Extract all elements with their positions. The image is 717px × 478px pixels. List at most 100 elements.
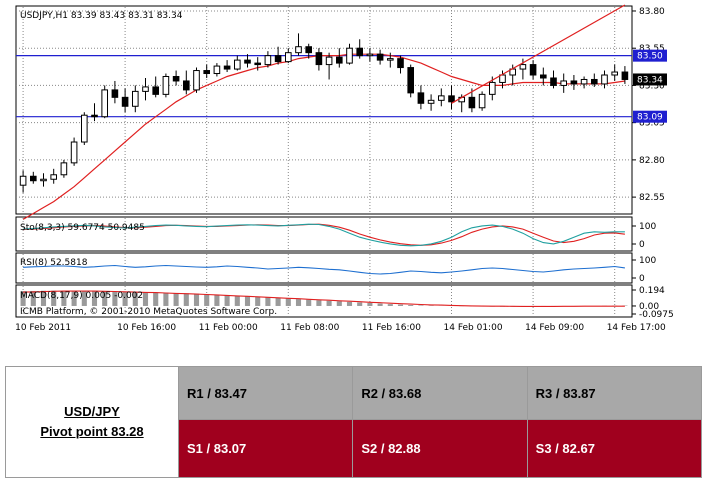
rsi-panel bbox=[15, 252, 633, 284]
macd-label: MACD(8,17,9) 0.005 -0.002 bbox=[20, 291, 143, 301]
candle-body bbox=[193, 70, 200, 91]
candle-body bbox=[284, 52, 292, 63]
candle-body bbox=[488, 81, 496, 95]
price-chart: 10 Feb 2011 10 Feb 16:00 11 Feb 00:00 11 Fe… bbox=[15, 4, 674, 333]
candle-body bbox=[40, 178, 47, 182]
candle-body bbox=[305, 46, 313, 54]
candle-body bbox=[162, 75, 170, 95]
x-tick-label: 11 Feb 00:00 bbox=[199, 323, 258, 333]
candle-body bbox=[91, 114, 98, 118]
candle-body bbox=[621, 71, 629, 80]
candle-body bbox=[611, 71, 619, 76]
macd-panel bbox=[15, 284, 633, 318]
candle-body bbox=[448, 95, 455, 103]
current-price-label: 83.34 bbox=[637, 75, 663, 85]
candle-body bbox=[182, 80, 190, 91]
candle-body bbox=[264, 55, 272, 66]
x-tick-label: 14 Feb 09:00 bbox=[525, 323, 584, 333]
level-tag-label: 83.50 bbox=[637, 52, 663, 62]
copyright-text: ICMB Platform, © 2001-2010 MetaQuotes So… bbox=[20, 307, 277, 317]
candle-body bbox=[570, 80, 578, 85]
candle-body bbox=[101, 89, 109, 118]
candle-body bbox=[172, 75, 180, 82]
candle-body bbox=[437, 95, 445, 101]
candle-body bbox=[274, 55, 282, 63]
candle-body bbox=[529, 64, 537, 76]
x-tick-label: 10 Feb 16:00 bbox=[117, 323, 176, 333]
candle-body bbox=[590, 78, 598, 85]
candle-body bbox=[539, 74, 547, 79]
candle-body bbox=[29, 175, 37, 182]
pivot-table: USD/JPY Pivot point 83.28 R1 / 83.47 R2 … bbox=[5, 365, 703, 478]
candle-body bbox=[417, 92, 425, 104]
candle-body bbox=[19, 175, 27, 186]
rsi-label: RSI(8) 52.5818 bbox=[20, 258, 88, 268]
r1-cell: R1 / 83.47 bbox=[177, 365, 354, 421]
candle-body bbox=[325, 56, 333, 66]
candle-body bbox=[233, 59, 241, 70]
indicator-level-label: 0.00 bbox=[639, 302, 659, 312]
candle-body bbox=[560, 80, 568, 86]
price-tick-label: 83.30 bbox=[639, 81, 665, 91]
trend-line bbox=[451, 4, 626, 104]
indicator-level-label: 100 bbox=[639, 256, 656, 266]
price-tick-label: 82.80 bbox=[639, 156, 665, 166]
candle-body bbox=[519, 64, 527, 70]
candle-body bbox=[142, 86, 149, 92]
symbol-header: USDJPY,H1 83.39 83.43 83.31 83.34 bbox=[20, 11, 183, 21]
candle-body bbox=[203, 70, 211, 75]
candle-body bbox=[50, 174, 58, 180]
candle-body bbox=[356, 47, 364, 57]
candle-body bbox=[111, 89, 119, 98]
price-tick-label: 83.80 bbox=[639, 7, 665, 17]
candle-body bbox=[601, 74, 608, 85]
indicator-level-label: -0.0975 bbox=[639, 310, 674, 320]
indicator-level-label: 0.194 bbox=[639, 286, 665, 296]
candle-body bbox=[152, 86, 160, 95]
r2-cell: R2 / 83.68 bbox=[352, 365, 528, 421]
pair-label: USD/JPY bbox=[64, 404, 120, 419]
s2-cell: S2 / 82.88 bbox=[352, 419, 528, 478]
stochastic-main-line bbox=[23, 223, 625, 247]
candle-body bbox=[478, 93, 486, 109]
moving-average-line bbox=[22, 53, 625, 220]
candle-body bbox=[60, 162, 68, 176]
candle-body bbox=[213, 65, 221, 75]
candle-body bbox=[121, 96, 129, 107]
candle-body bbox=[80, 114, 88, 143]
s1-cell: S1 / 83.07 bbox=[177, 419, 354, 478]
candle-body bbox=[376, 53, 384, 61]
candle-body bbox=[397, 58, 404, 69]
pivot-title-cell: USD/JPY Pivot point 83.28 bbox=[5, 366, 179, 478]
candle-body bbox=[407, 67, 415, 94]
indicator-level-label: 0 bbox=[639, 274, 645, 284]
candle-body bbox=[244, 59, 251, 64]
x-tick-label: 10 Feb 2011 bbox=[15, 323, 71, 333]
macd-signal-line bbox=[23, 290, 625, 307]
main-panel bbox=[15, 5, 633, 215]
level-tag bbox=[633, 110, 667, 123]
x-tick-label: 11 Feb 16:00 bbox=[362, 323, 421, 333]
price-tick-label: 83.55 bbox=[639, 44, 665, 54]
x-tick-label: 14 Feb 01:00 bbox=[444, 323, 503, 333]
stochastic-label: Sto(8,3,3) 59.6774 50.9485 bbox=[20, 223, 145, 233]
x-tick-label: 11 Feb 08:00 bbox=[280, 323, 339, 333]
level-tag bbox=[633, 49, 667, 62]
candle-body bbox=[580, 78, 588, 85]
candle-body bbox=[295, 46, 302, 54]
candle-body bbox=[366, 53, 374, 57]
price-tick-label: 82.55 bbox=[639, 193, 665, 203]
candle-body bbox=[131, 90, 139, 107]
pivot-point-label: Pivot point 83.28 bbox=[40, 424, 144, 439]
s3-cell: S3 / 82.67 bbox=[526, 419, 703, 478]
candle-body bbox=[550, 77, 557, 86]
candle-body bbox=[468, 96, 476, 109]
x-tick-label: 14 Feb 17:00 bbox=[607, 323, 666, 333]
candle-body bbox=[427, 99, 435, 104]
candle-body bbox=[223, 65, 231, 70]
current-price-tag bbox=[633, 73, 667, 86]
r3-cell: R3 / 83.87 bbox=[526, 365, 703, 421]
candle-body bbox=[315, 52, 323, 66]
indicator-level-label: 0 bbox=[639, 240, 645, 250]
candle-body bbox=[346, 47, 353, 64]
